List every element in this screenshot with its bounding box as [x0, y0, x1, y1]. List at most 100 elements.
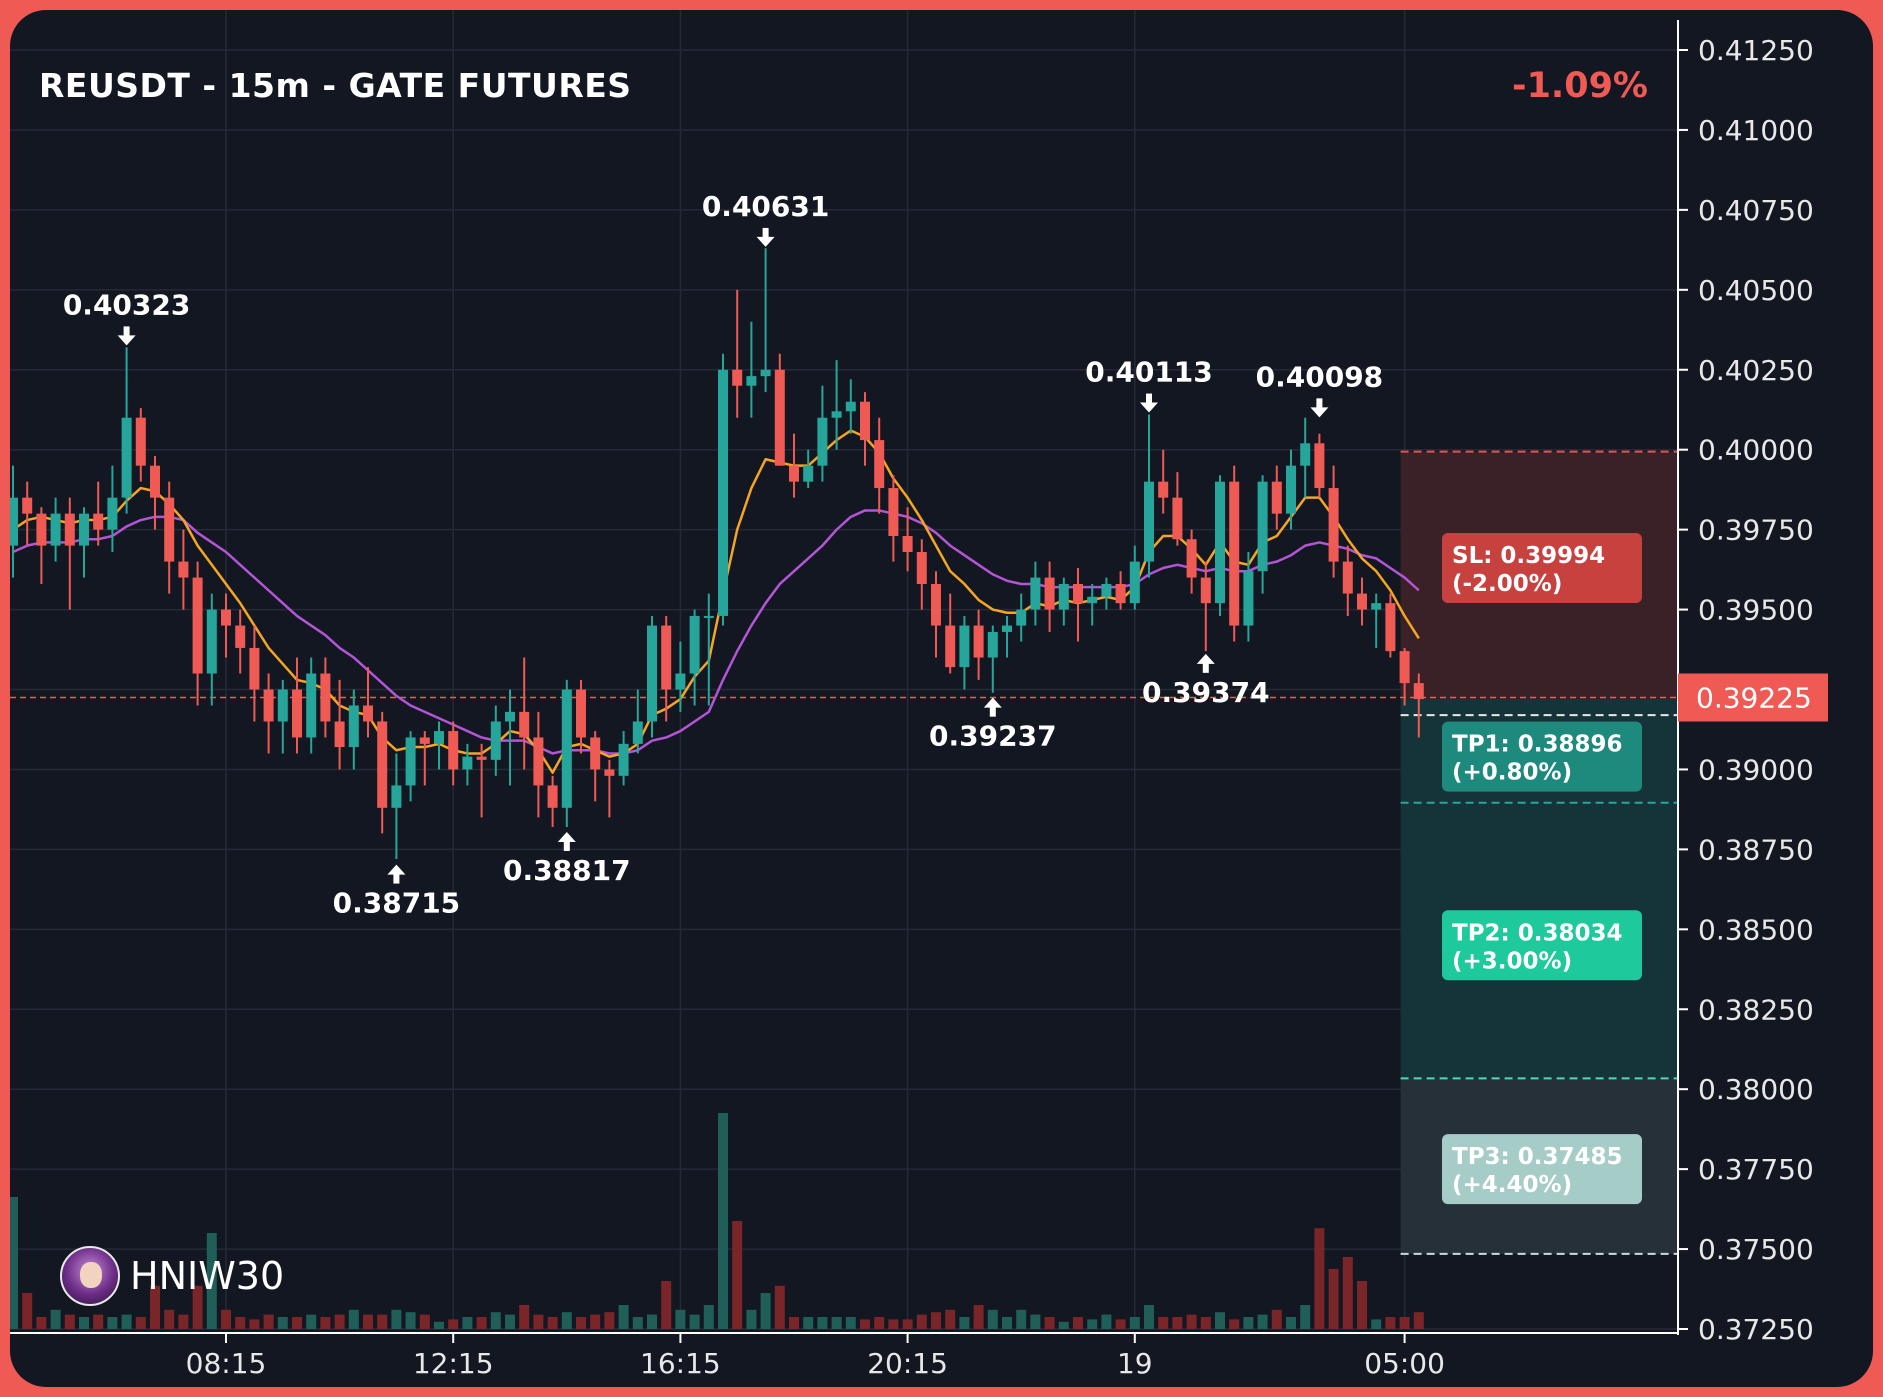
candle-body	[462, 756, 473, 770]
volume-bar	[1413, 1312, 1424, 1329]
volume-bar	[945, 1309, 956, 1329]
y-tick-label: 0.38750	[1698, 833, 1814, 866]
volume-bar	[93, 1314, 104, 1329]
volume-bar	[1158, 1317, 1169, 1329]
candle-body	[249, 647, 260, 690]
volume-bar	[845, 1317, 856, 1329]
volume-bar	[1385, 1317, 1396, 1329]
y-tick-label: 0.40000	[1698, 434, 1814, 467]
volume-bar	[689, 1314, 700, 1329]
candle-body	[164, 497, 175, 562]
arrow-down-icon	[117, 335, 136, 346]
level-labels: SL: 0.39994(-2.00%)TP1: 0.38896(+0.80%)T…	[1442, 532, 1642, 1205]
volume-bar	[1257, 1314, 1268, 1329]
candle-body	[1129, 561, 1140, 604]
candle-body	[419, 737, 430, 744]
swing-label: 0.38715	[333, 864, 460, 920]
volume-bar	[363, 1314, 373, 1329]
volume-bar	[959, 1317, 970, 1329]
candle-body	[987, 631, 998, 658]
volume-bar	[803, 1317, 814, 1329]
candle-body	[845, 401, 856, 412]
swing-low-label: 0.39374	[1142, 676, 1270, 709]
x-tick-label: 05:00	[1364, 1347, 1445, 1380]
volume-bar	[647, 1314, 657, 1329]
candle-body	[1286, 465, 1296, 514]
candle-body	[945, 625, 956, 668]
tp3-label: TP3: 0.37485(+4.40%)	[1442, 1134, 1642, 1205]
volume-bar	[1087, 1319, 1098, 1329]
candle-body	[405, 737, 416, 786]
candle-body	[1257, 481, 1268, 572]
y-tick-label: 0.41250	[1698, 34, 1814, 67]
avatar-icon	[60, 1246, 120, 1306]
candles	[10, 248, 1424, 859]
candle-body	[675, 673, 686, 690]
swing-labels: 0.40323 0.38715 0.38817 0.40631 0.39237 0.401…	[63, 190, 1383, 920]
tp1-label-box	[1442, 721, 1642, 792]
volume-bar	[419, 1314, 430, 1329]
candle-body	[533, 737, 544, 786]
volume-bar	[1044, 1317, 1055, 1329]
volume-bar	[1030, 1314, 1041, 1329]
volume-bar	[1300, 1305, 1311, 1329]
volume-bar	[107, 1317, 118, 1329]
volume-bars	[10, 1113, 1424, 1329]
chart-canvas[interactable]: 0.40323 0.38715 0.38817 0.40631 0.39237 0.401…	[10, 10, 1873, 1387]
candle-body	[178, 561, 189, 578]
volume-bar	[888, 1319, 899, 1329]
arrow-up-icon	[989, 706, 996, 717]
volume-bar	[590, 1314, 601, 1329]
candle-body	[732, 369, 743, 386]
ema-lines	[12, 429, 1420, 774]
volume-bar	[675, 1309, 686, 1329]
candle-body	[590, 737, 601, 770]
candle-body	[377, 721, 388, 808]
y-tick-label: 0.38250	[1698, 993, 1814, 1026]
candle-body	[1385, 603, 1396, 652]
volume-bar	[1016, 1309, 1027, 1329]
y-tick-label: 0.41000	[1698, 114, 1814, 147]
candle-body	[206, 609, 217, 674]
candle-body	[490, 721, 501, 760]
volume-bar	[377, 1314, 388, 1329]
volume-bar	[874, 1317, 885, 1329]
candle-body	[916, 552, 927, 584]
volume-bar	[1200, 1317, 1211, 1329]
tp2-label-pct: (+3.00%)	[1452, 948, 1572, 974]
volume-bar	[1073, 1317, 1083, 1329]
volume-bar	[561, 1312, 572, 1329]
candle-body	[519, 711, 530, 738]
volume-bar	[292, 1317, 302, 1329]
candle-body	[391, 785, 402, 808]
candle-body	[263, 689, 274, 722]
candle-body	[150, 465, 160, 498]
candle-body	[36, 513, 47, 546]
volume-bar	[320, 1317, 331, 1329]
volume-bar	[661, 1281, 672, 1329]
candle-body	[703, 615, 714, 618]
candle-body	[448, 731, 459, 770]
candle-body	[746, 376, 757, 386]
time-axis: 08:15 12:15 16:15 20:15 19 05:00	[10, 1332, 1678, 1380]
arrow-up-icon	[1202, 662, 1209, 673]
y-tick-label: 0.38000	[1698, 1073, 1814, 1106]
volume-bar	[732, 1221, 743, 1329]
candle-body	[1030, 577, 1041, 610]
volume-bar	[121, 1314, 132, 1329]
volume-bar	[1101, 1314, 1112, 1329]
candle-body	[434, 731, 444, 744]
candle-body	[476, 756, 487, 760]
candle-body	[1300, 443, 1311, 466]
swing-label: 0.38817	[503, 831, 631, 887]
candle-body	[1087, 596, 1098, 604]
volume-bar	[50, 1309, 61, 1329]
tp1-label-price: TP1: 0.38896	[1452, 732, 1623, 758]
volume-bar	[817, 1317, 828, 1329]
volume-bar	[505, 1314, 515, 1329]
volume-bar	[519, 1305, 530, 1329]
volume-bar	[1399, 1317, 1410, 1329]
candle-body	[1044, 577, 1055, 610]
candle-body	[1371, 603, 1382, 610]
arrow-down-icon	[1146, 393, 1152, 404]
